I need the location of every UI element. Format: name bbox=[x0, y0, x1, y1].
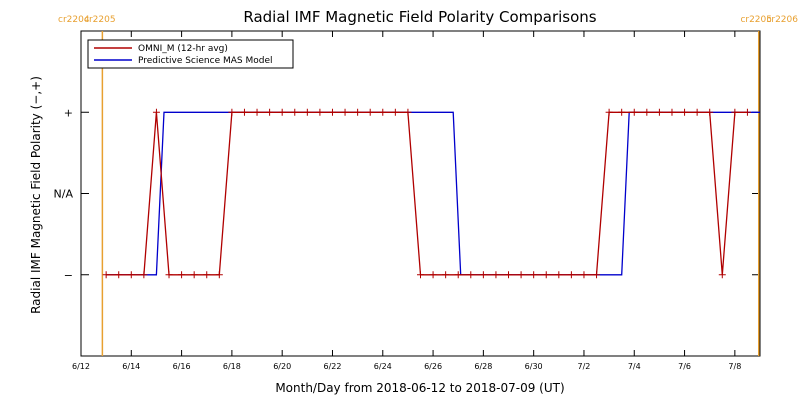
x-tick-label: 6/22 bbox=[323, 362, 341, 371]
data-point bbox=[291, 108, 299, 116]
data-point bbox=[555, 271, 563, 279]
x-tick-label: 7/8 bbox=[728, 362, 741, 371]
y-tick-label: − bbox=[64, 269, 73, 282]
data-point bbox=[605, 108, 613, 116]
legend-label-omni: OMNI_M (12-hr avg) bbox=[138, 44, 228, 54]
data-point bbox=[404, 108, 412, 116]
data-point bbox=[517, 271, 525, 279]
data-point bbox=[152, 108, 160, 116]
data-point bbox=[505, 271, 513, 279]
y-tick-label: + bbox=[64, 106, 73, 119]
x-axis-label: Month/Day from 2018-06-12 to 2018-07-09 … bbox=[275, 381, 564, 395]
data-point bbox=[681, 108, 689, 116]
data-point bbox=[316, 108, 324, 116]
x-tick-label: 6/28 bbox=[474, 362, 492, 371]
data-point bbox=[593, 271, 601, 279]
data-point bbox=[391, 108, 399, 116]
x-tick-label: 6/14 bbox=[122, 362, 140, 371]
data-point bbox=[706, 108, 714, 116]
data-point bbox=[492, 271, 500, 279]
data-point bbox=[366, 108, 374, 116]
rotation-label-right-a: cr2205 bbox=[740, 15, 772, 25]
legend: OMNI_M (12-hr avg) Predictive Science MA… bbox=[87, 39, 294, 69]
y-tick-label: N/A bbox=[54, 188, 74, 201]
data-point bbox=[328, 108, 336, 116]
data-point bbox=[115, 271, 123, 279]
data-point bbox=[580, 271, 588, 279]
data-point bbox=[454, 271, 462, 279]
data-point bbox=[479, 271, 487, 279]
x-tick-label: 6/20 bbox=[273, 362, 291, 371]
data-point bbox=[643, 108, 651, 116]
data-point bbox=[127, 271, 135, 279]
x-tick-label: 7/4 bbox=[628, 362, 641, 371]
x-tick-label: 6/18 bbox=[223, 362, 241, 371]
data-point bbox=[530, 271, 538, 279]
x-tick-label: 6/24 bbox=[374, 362, 392, 371]
data-point bbox=[178, 271, 186, 279]
series-line bbox=[106, 111, 748, 276]
x-tick-label: 6/16 bbox=[173, 362, 191, 371]
x-tick-label: 6/30 bbox=[525, 362, 543, 371]
data-point bbox=[731, 108, 739, 116]
data-point bbox=[165, 271, 173, 279]
x-tick-label: 7/6 bbox=[678, 362, 691, 371]
data-point bbox=[102, 271, 110, 279]
y-axis-label: Radial IMF Magnetic Field Polarity (−,+) bbox=[29, 76, 43, 314]
data-point bbox=[228, 108, 236, 116]
legend-label-mas: Predictive Science MAS Model bbox=[138, 56, 273, 66]
data-point bbox=[655, 108, 663, 116]
data-point bbox=[140, 271, 148, 279]
data-point bbox=[341, 108, 349, 116]
chart-title: Radial IMF Magnetic Field Polarity Compa… bbox=[243, 8, 596, 26]
series-group bbox=[102, 108, 760, 279]
data-point bbox=[354, 108, 362, 116]
data-point bbox=[240, 108, 248, 116]
x-tick-label: 6/26 bbox=[424, 362, 442, 371]
data-point bbox=[542, 271, 550, 279]
data-point bbox=[693, 108, 701, 116]
data-point bbox=[618, 108, 626, 116]
data-point bbox=[253, 108, 261, 116]
data-point bbox=[278, 108, 286, 116]
data-point bbox=[467, 271, 475, 279]
data-point bbox=[303, 108, 311, 116]
axis-ticks: 6/12 6/14 6/16 6/18 6/20 6/22 6/24 6/26 6/28 6/30… bbox=[54, 31, 760, 371]
data-point bbox=[743, 108, 751, 116]
series-line bbox=[106, 111, 760, 276]
data-point bbox=[630, 108, 638, 116]
data-point bbox=[429, 271, 437, 279]
plot-area bbox=[80, 30, 761, 357]
rotation-label-left-b: cr2205 bbox=[84, 15, 116, 25]
data-point bbox=[442, 271, 450, 279]
data-point bbox=[668, 108, 676, 116]
data-point bbox=[266, 108, 274, 116]
legend-box bbox=[87, 39, 294, 69]
x-tick-label: 6/12 bbox=[72, 362, 90, 371]
rotation-label-right-b: cr2206 bbox=[766, 15, 798, 25]
data-point bbox=[190, 271, 198, 279]
rotation-label-left-a: cr2204 bbox=[58, 15, 90, 25]
data-point bbox=[215, 271, 223, 279]
data-point bbox=[203, 271, 211, 279]
x-tick-label: 7/2 bbox=[578, 362, 591, 371]
data-point bbox=[379, 108, 387, 116]
data-point bbox=[417, 271, 424, 279]
data-point bbox=[567, 271, 575, 279]
data-point bbox=[718, 271, 726, 279]
